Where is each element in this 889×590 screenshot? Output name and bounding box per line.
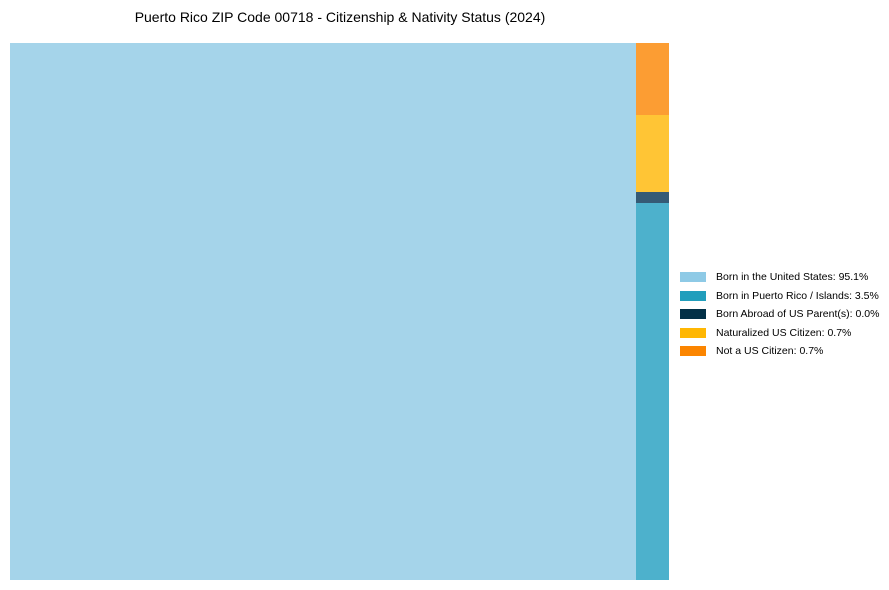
legend-swatch <box>680 290 706 301</box>
legend-item-born-pr: Born in Puerto Rico / Islands: 3.5% <box>680 287 879 306</box>
legend-item-born-us: Born in the United States: 95.1% <box>680 268 879 287</box>
legend-swatch <box>680 309 706 320</box>
legend-label: Born Abroad of US Parent(s): 0.0% <box>716 308 880 321</box>
legend: Born in the United States: 95.1% Born in… <box>680 268 879 361</box>
legend-label: Naturalized US Citizen: 0.7% <box>716 326 852 339</box>
legend-item-not-citizen: Not a US Citizen: 0.7% <box>680 342 879 361</box>
treemap-tile-born-abroad-of-us-parent-s <box>636 192 669 203</box>
legend-label: Born in Puerto Rico / Islands: 3.5% <box>716 289 879 302</box>
treemap-tile-born-in-the-united-states <box>10 43 636 580</box>
treemap-tile-born-in-puerto-rico-islands <box>636 203 669 580</box>
legend-item-naturalized: Naturalized US Citizen: 0.7% <box>680 324 879 343</box>
legend-label: Not a US Citizen: 0.7% <box>716 345 824 358</box>
treemap-tile-naturalized-us-citizen <box>636 115 669 192</box>
treemap-tile-not-a-us-citizen <box>636 43 669 115</box>
legend-label: Born in the United States: 95.1% <box>716 271 869 284</box>
legend-swatch <box>680 327 706 338</box>
legend-item-born-abroad: Born Abroad of US Parent(s): 0.0% <box>680 305 879 324</box>
legend-swatch <box>680 272 706 283</box>
chart-title: Puerto Rico ZIP Code 00718 - Citizenship… <box>134 9 546 25</box>
legend-swatch <box>680 346 706 357</box>
